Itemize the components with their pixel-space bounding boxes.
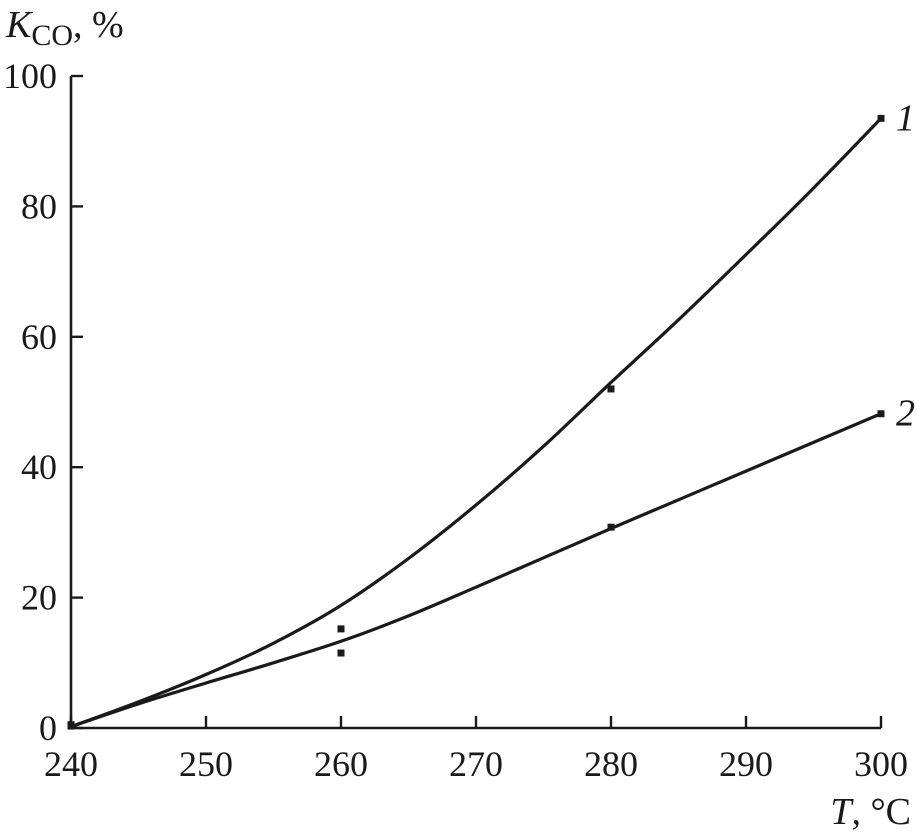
series-2-line [70,412,882,729]
axes [69,76,881,730]
y-tick-label: 100 [3,56,57,96]
x-tick-label: 260 [314,744,368,784]
x-tick-label: 280 [584,744,638,784]
x-tick-label: 240 [44,744,98,784]
series-labels: 12 [896,97,915,434]
series-2-point [607,523,615,531]
series-1-point [607,385,615,393]
series-curves [70,117,883,729]
x-tick-label: 300 [854,744,908,784]
x-tick-label: 250 [179,744,233,784]
series-2-point [877,410,885,418]
x-tick-label: 270 [449,744,503,784]
series-1-line [70,117,883,729]
series-2-point [67,722,75,730]
y-axis-title: KCO, % [5,4,124,52]
y-tick-label: 20 [21,578,57,618]
y-axis-unit: , % [73,4,124,46]
y-tick-label: 80 [21,186,57,226]
series-2-point [337,649,345,657]
series-1-point [337,625,345,633]
series-1-point [877,114,885,122]
series-1-label: 1 [896,97,915,139]
x-axis-symbol: T [830,791,854,833]
x-tick-label: 290 [719,744,773,784]
ticks: 240 250 260 270 280 290 300 0 20 40 60 80 100 [3,56,908,784]
x-axis-unit: , °C [851,791,911,833]
series-2-label: 2 [896,393,915,435]
x-axis-title: T, °C [830,791,911,833]
y-axis-subscript: CO [31,19,73,52]
y-axis-symbol: K [5,4,33,46]
y-tick-label: 40 [21,447,57,487]
y-tick-label: 60 [21,317,57,357]
series-markers [67,114,885,730]
y-tick-label: 0 [39,708,57,748]
